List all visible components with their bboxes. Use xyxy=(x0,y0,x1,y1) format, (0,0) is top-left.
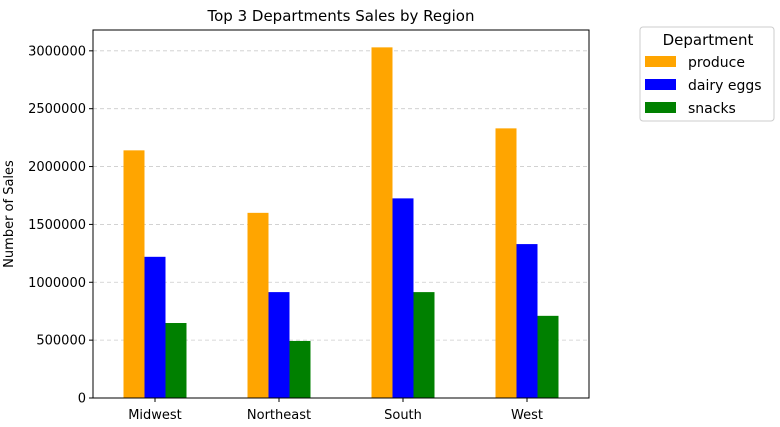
bar-produce-midwest xyxy=(123,150,145,398)
bar-snacks-midwest xyxy=(165,323,187,398)
y-tick-label: 1000000 xyxy=(28,276,86,291)
bar-dairy-eggs-south xyxy=(392,198,414,398)
legend-items: produce dairy eggs snacks xyxy=(645,55,762,117)
legend-swatch xyxy=(645,102,676,113)
legend-swatch xyxy=(645,79,676,90)
y-tick-label: 500000 xyxy=(36,334,86,349)
x-axis-ticks: Midwest Northeast South West xyxy=(128,398,543,423)
legend-box xyxy=(639,26,775,122)
y-tick-label: 0 xyxy=(78,392,86,407)
bar-produce-south xyxy=(371,47,393,398)
legend-label: dairy eggs xyxy=(688,78,762,94)
bar-snacks-northeast xyxy=(289,340,311,398)
y-tick-label: 2500000 xyxy=(28,102,86,117)
y-tick-label: 1500000 xyxy=(28,218,86,233)
y-axis-label: Number of Sales xyxy=(2,160,17,268)
bar-snacks-west xyxy=(537,315,559,398)
y-tick-label: 2000000 xyxy=(28,160,86,175)
legend: Department produce dairy eggs snacks xyxy=(639,26,775,122)
legend-label: snacks xyxy=(688,101,736,117)
bars xyxy=(123,47,559,398)
bar-produce-west xyxy=(495,128,517,398)
legend-label: produce xyxy=(688,55,745,71)
plot-frame xyxy=(92,29,590,399)
x-tick-label: Northeast xyxy=(247,408,311,423)
bar-dairy-eggs-west xyxy=(516,244,538,398)
bar-dairy-eggs-midwest xyxy=(144,256,166,398)
x-tick-label: West xyxy=(511,408,543,423)
x-tick-label: Midwest xyxy=(128,408,182,423)
bar-dairy-eggs-northeast xyxy=(268,292,290,398)
legend-swatch xyxy=(645,56,676,67)
y-axis-ticks: 0 500000 1000000 1500000 2000000 2500000 30000… xyxy=(28,44,93,407)
y-tick-label: 3000000 xyxy=(28,44,86,59)
legend-title: Department xyxy=(663,31,754,49)
bar-snacks-south xyxy=(413,292,435,398)
x-tick-label: South xyxy=(384,408,422,423)
bar-produce-northeast xyxy=(247,212,269,398)
chart-title: Top 3 Departments Sales by Region xyxy=(207,7,475,25)
